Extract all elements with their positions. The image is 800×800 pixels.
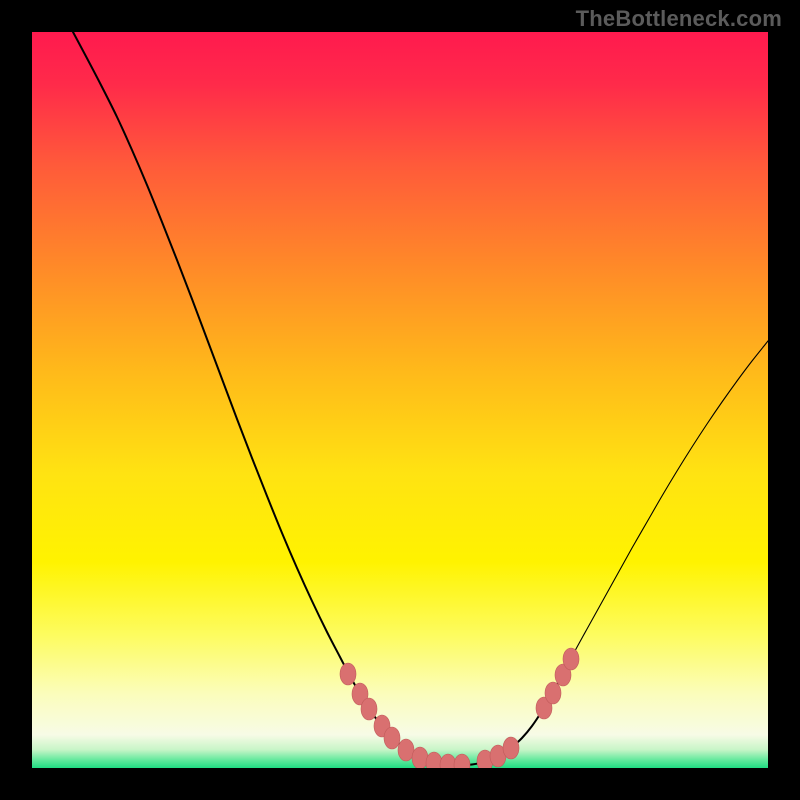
watermark-text: TheBottleneck.com — [576, 6, 782, 32]
marker-dot — [384, 727, 400, 749]
plot-area — [32, 32, 768, 768]
chart-svg — [32, 32, 768, 768]
marker-dot — [545, 682, 561, 704]
marker-dot — [340, 663, 356, 685]
marker-dot — [412, 747, 428, 768]
marker-dot — [398, 739, 414, 761]
marker-dot — [361, 698, 377, 720]
chart-frame: TheBottleneck.com — [0, 0, 800, 800]
gradient-background — [32, 32, 768, 768]
marker-dot — [563, 648, 579, 670]
marker-dot — [503, 737, 519, 759]
